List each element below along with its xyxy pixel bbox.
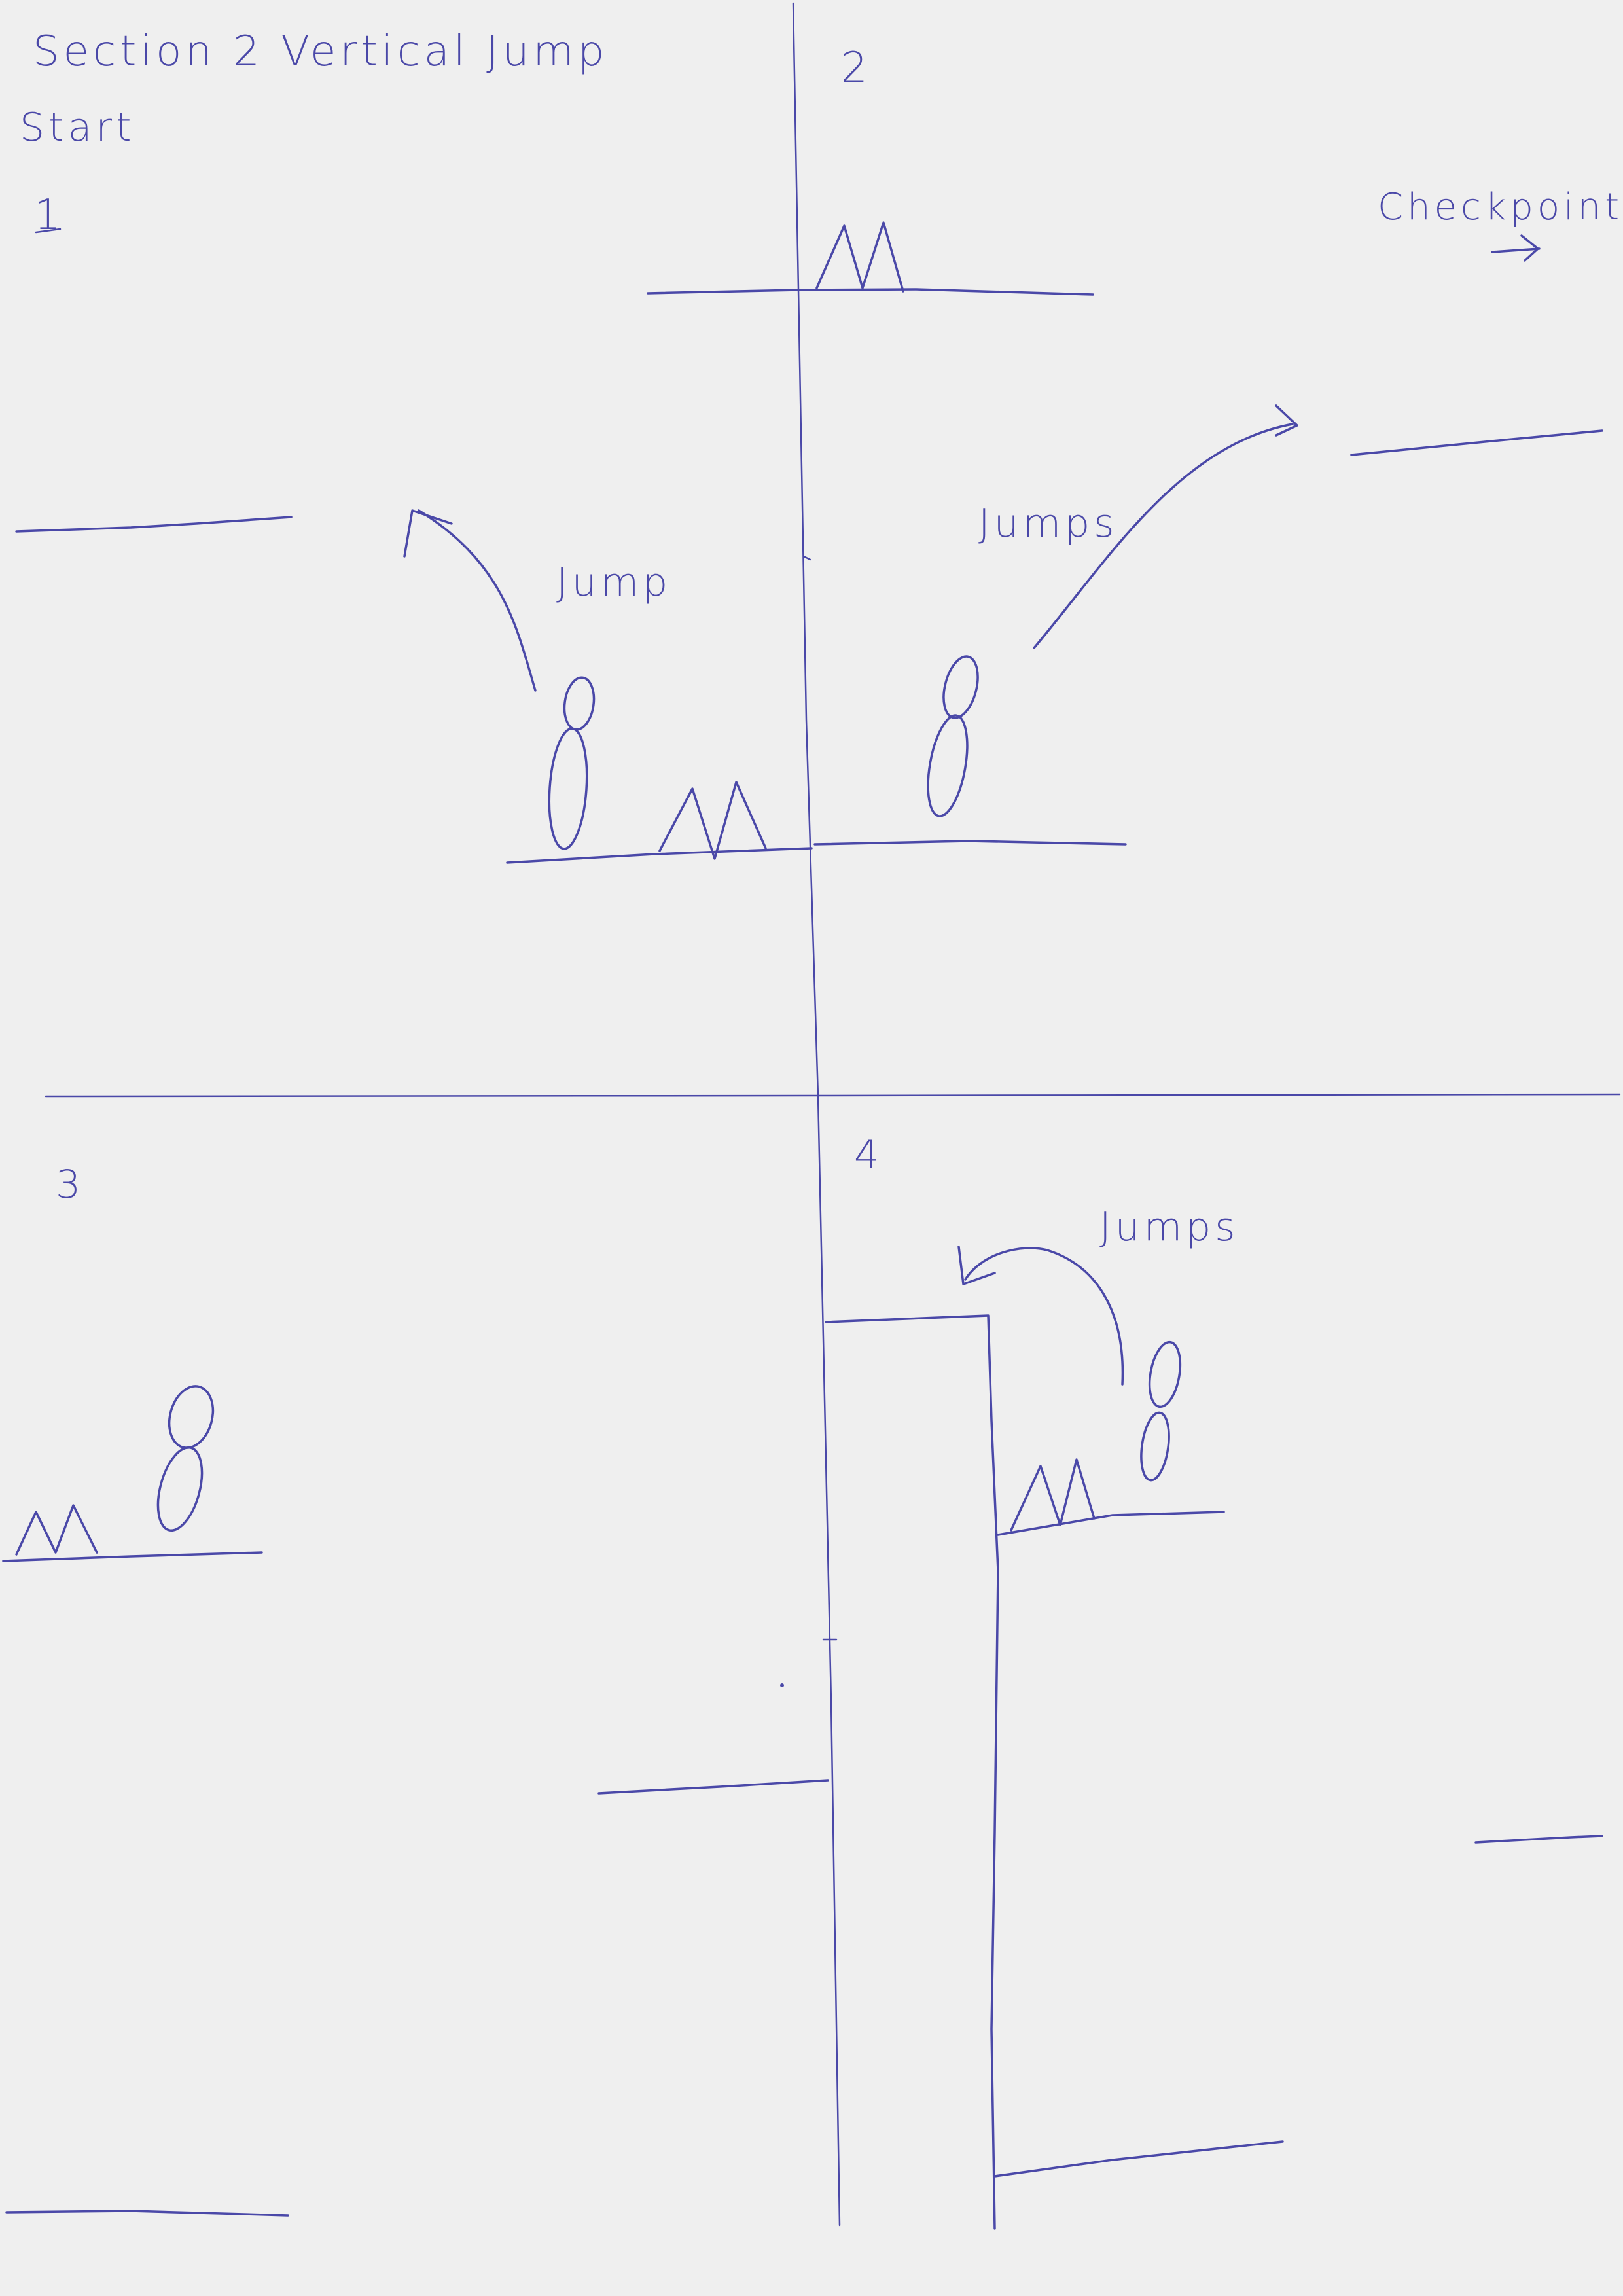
annotation-checkpoint: Checkpoint xyxy=(1378,186,1623,228)
wall-block xyxy=(825,1314,999,2230)
divider-tick xyxy=(802,555,812,561)
panel-number-3: 3 xyxy=(56,1162,84,1208)
top-platform xyxy=(647,288,1094,296)
jump-arrow-icon xyxy=(418,509,537,692)
ink-dot xyxy=(780,1683,784,1687)
jump-arrow-head xyxy=(403,509,453,558)
platform-right-small xyxy=(1474,1835,1603,1844)
panel-4: Jumps xyxy=(825,1204,1603,2230)
panel-number-2: 2 xyxy=(841,44,872,92)
spike-icon xyxy=(658,781,767,860)
panel-2: Jumps Checkpoint xyxy=(647,186,1623,846)
annotation-jumps: Jumps xyxy=(1099,1204,1240,1250)
spike-icon xyxy=(815,221,904,293)
ground-platform-right xyxy=(813,840,1127,846)
player-figure-icon xyxy=(1140,1340,1182,1482)
ledge-platform xyxy=(997,1511,1225,1536)
jump-arrow-icon xyxy=(964,1247,1124,1386)
vertical-divider xyxy=(792,2,841,2227)
horizontal-divider xyxy=(45,1093,1621,1098)
platform-left xyxy=(15,516,293,533)
arrow-right-icon xyxy=(1491,234,1541,262)
panel-number-1-underline xyxy=(35,228,62,234)
player-figure-icon xyxy=(156,1385,215,1532)
jump-arrow-icon xyxy=(1033,423,1294,649)
player-figure-icon xyxy=(927,655,979,817)
panel-number-4: 4 xyxy=(854,1132,883,1178)
spike-icon xyxy=(1010,1458,1096,1532)
platform-right xyxy=(1350,429,1603,456)
start-label: Start xyxy=(20,105,135,151)
ground-platform xyxy=(506,847,813,864)
jump-arrow-head xyxy=(1275,404,1298,437)
platform-bottom-left xyxy=(5,2210,289,2217)
section-title: Section 2 Vertical Jump xyxy=(33,27,609,76)
platform-bottom-right xyxy=(993,2140,1284,2178)
platform-mid xyxy=(597,1779,829,1795)
panel-1: Jump xyxy=(15,509,813,864)
panel-3 xyxy=(2,1385,829,2217)
player-figure-icon xyxy=(548,676,596,850)
jump-arrow-head xyxy=(957,1246,996,1285)
spike-icon xyxy=(15,1504,98,1556)
ground-platform-left xyxy=(2,1551,263,1562)
annotation-jumps: Jumps xyxy=(978,501,1118,547)
annotation-jump: Jump xyxy=(556,560,671,605)
